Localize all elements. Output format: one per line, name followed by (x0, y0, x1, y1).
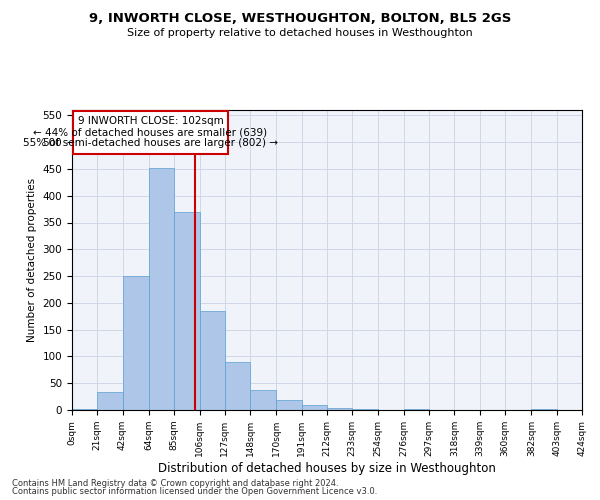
Bar (404, 409, 429, 410)
Text: Size of property relative to detached houses in Westhoughton: Size of property relative to detached ho… (127, 28, 473, 38)
X-axis label: Distribution of detached houses by size in Westhoughton: Distribution of detached houses by size … (158, 462, 496, 474)
Text: Contains HM Land Registry data © Crown copyright and database right 2024.: Contains HM Land Registry data © Crown c… (12, 478, 338, 488)
Text: 55% of semi-detached houses are larger (802) →: 55% of semi-detached houses are larger (… (23, 138, 278, 148)
Text: Contains public sector information licensed under the Open Government Licence v3: Contains public sector information licen… (12, 487, 377, 496)
Y-axis label: Number of detached properties: Number of detached properties (27, 178, 37, 342)
Bar (97, 392, 122, 410)
Text: 9 INWORTH CLOSE: 102sqm: 9 INWORTH CLOSE: 102sqm (77, 116, 223, 126)
Bar (122, 276, 149, 410)
Text: 9, INWORTH CLOSE, WESTHOUGHTON, BOLTON, BL5 2GS: 9, INWORTH CLOSE, WESTHOUGHTON, BOLTON, … (89, 12, 511, 26)
Bar (277, 400, 302, 410)
Bar (327, 408, 352, 410)
FancyBboxPatch shape (73, 111, 229, 154)
Bar (225, 362, 250, 410)
Bar (199, 311, 225, 410)
Bar (250, 390, 277, 410)
Text: ← 44% of detached houses are smaller (639): ← 44% of detached houses are smaller (63… (34, 127, 268, 137)
Bar (302, 404, 327, 410)
Bar (174, 212, 199, 410)
Bar (149, 168, 174, 410)
